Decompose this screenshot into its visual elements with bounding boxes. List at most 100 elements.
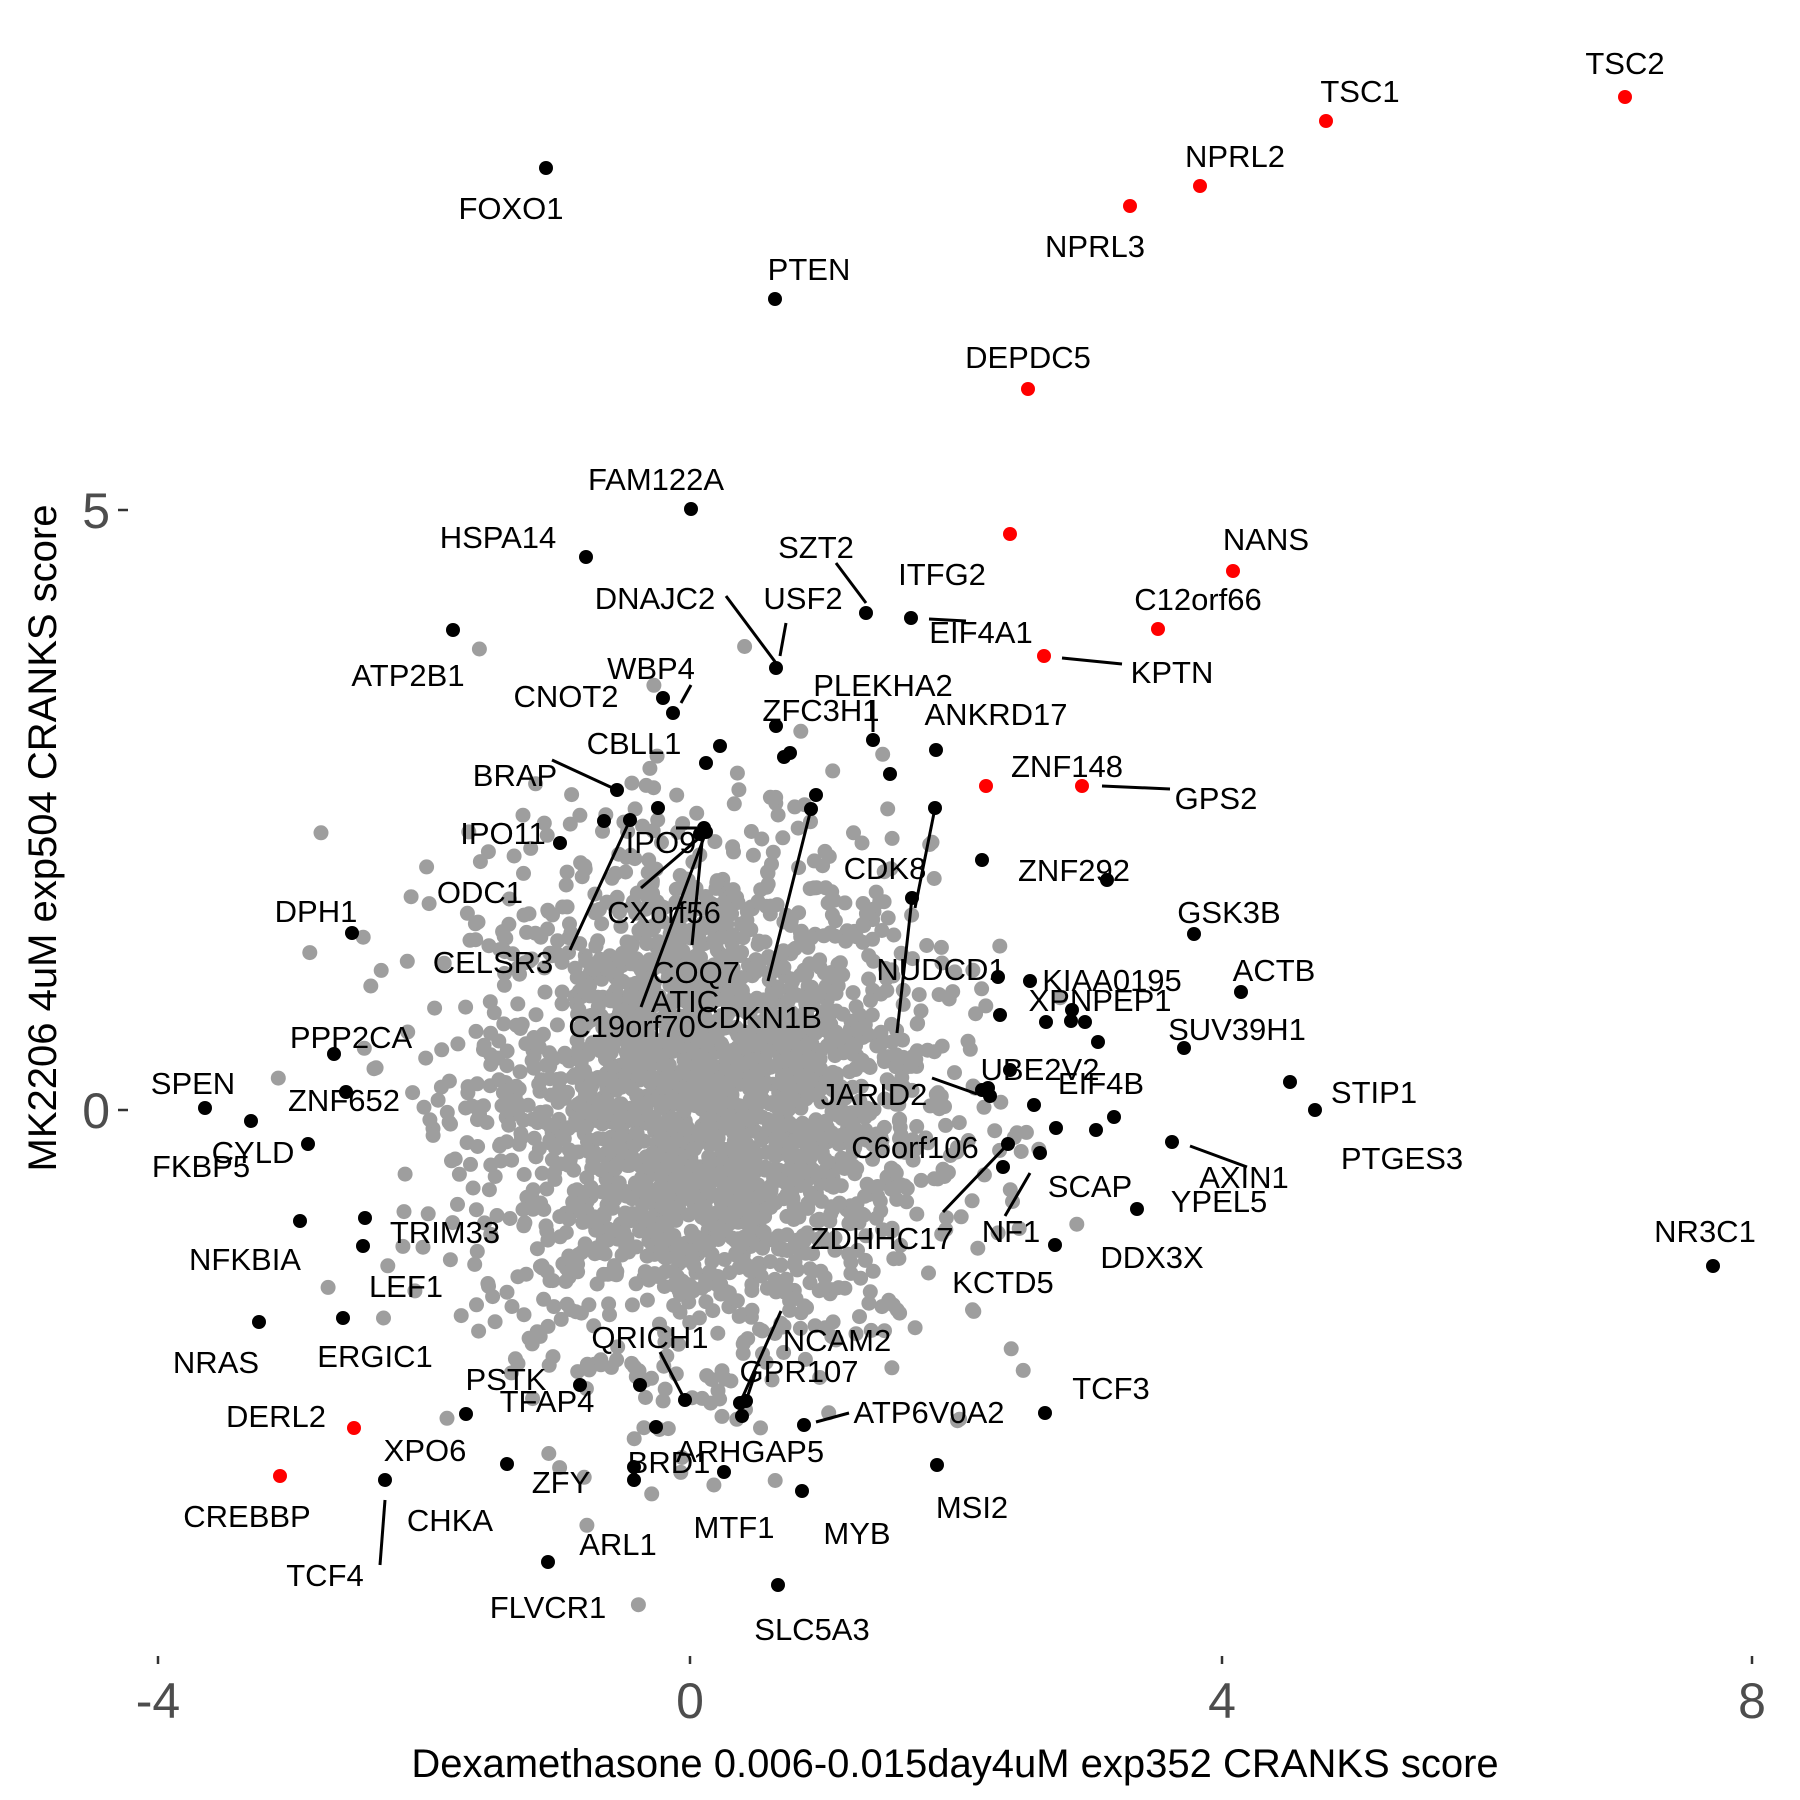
data-point-wbp4 [666,706,680,720]
background-point [603,1359,619,1375]
background-point [768,1137,784,1153]
background-point [524,1053,540,1069]
data-point-gsk3b [1187,927,1201,941]
background-point [639,1292,655,1308]
data-point-ppp2ca [327,1047,341,1061]
background-point [400,1024,416,1040]
gene-label-znf148: ZNF148 [1011,749,1123,784]
data-point-kptn [1037,649,1051,663]
background-point [835,1006,851,1022]
x-tick-label: 8 [1738,1673,1766,1729]
gene-label-tsc2: TSC2 [1585,46,1664,81]
data-point-mtf1 [627,1473,641,1487]
gene-label-eif4a1: EIF4A1 [929,615,1032,650]
background-point [909,1206,925,1222]
background-point [624,775,640,791]
background-point [549,1017,565,1033]
background-point [743,1052,759,1068]
gene-label-c6orf106: C6orf106 [851,1130,979,1165]
background-point [576,1185,592,1200]
background-point [491,1072,507,1088]
background-point [270,1070,286,1086]
background-point [659,1113,675,1129]
background-point [787,1048,803,1064]
data-point-derl2 [347,1421,361,1435]
background-point [739,904,755,920]
background-point [673,1464,689,1480]
data-point-nans [1226,564,1240,578]
background-point [725,839,741,855]
background-point [895,982,911,998]
background-point [525,1111,541,1127]
background-point [579,1517,595,1533]
background-point [600,1232,616,1248]
background-point [313,825,329,841]
background-point [905,951,920,967]
gene-label-atic: ATIC [651,984,719,1019]
background-point [427,1000,443,1016]
data-point-atp6v0a2 [797,1418,811,1432]
background-point [743,824,759,839]
background-point [776,1281,792,1297]
gene-label-kctd5: KCTD5 [952,1265,1054,1300]
background-point [843,1254,859,1270]
background-point [805,1162,821,1178]
data-point-hspa14 [579,550,593,564]
background-point [942,1148,958,1163]
background-point [585,1153,601,1169]
gene-label-xpo6: XPO6 [384,1433,467,1468]
leader-line [1061,656,1123,666]
background-point [571,1002,587,1017]
background-point [716,1180,732,1196]
background-point [834,1111,850,1127]
gene-label-znf292: ZNF292 [1018,853,1130,888]
gene-label-nr3c1: NR3C1 [1654,1214,1756,1249]
background-point [858,906,874,921]
background-point [707,977,723,993]
background-point [812,1051,828,1067]
background-point [716,1205,732,1221]
background-point [458,1100,474,1116]
background-point [740,1331,756,1347]
background-point [951,1115,967,1131]
background-point [668,881,684,897]
background-point [471,1323,487,1339]
background-point [702,1058,718,1074]
background-point [555,899,571,915]
background-point [669,1133,685,1149]
background-point [555,1131,571,1147]
background-point [617,1076,632,1092]
background-point [461,824,477,840]
background-point [800,978,816,994]
gene-label-fkbp5: FKBP5 [152,1149,250,1184]
background-point [734,1031,750,1046]
background-point [913,1003,929,1019]
background-point [591,901,607,917]
background-point [831,1195,847,1211]
background-point [891,1113,907,1129]
background-point [801,1137,817,1153]
background-point [734,1237,750,1253]
background-point [755,1092,771,1108]
background-point [960,1133,976,1148]
gene-label-ube2v2: UBE2V2 [981,1052,1100,1087]
data-point [1091,1035,1105,1049]
background-point [693,1031,709,1046]
background-point [930,1171,946,1187]
background-point [813,1263,829,1279]
background-point [553,1311,569,1327]
background-point [937,1099,952,1115]
leader-line [778,622,788,657]
background-point [546,1117,562,1133]
background-point [693,950,708,965]
background-point [442,1252,458,1268]
gene-label-usf2: USF2 [763,581,842,616]
x-axis-title: Dexamethasone 0.006-0.015day4uM exp352 C… [411,1742,1498,1786]
background-point [875,1222,891,1238]
background-point [542,1135,558,1151]
data-point-cnot2 [656,691,670,705]
background-point [415,1239,431,1255]
data-point-znf292 [975,853,989,867]
background-point [779,1208,795,1224]
background-point [690,1061,706,1077]
